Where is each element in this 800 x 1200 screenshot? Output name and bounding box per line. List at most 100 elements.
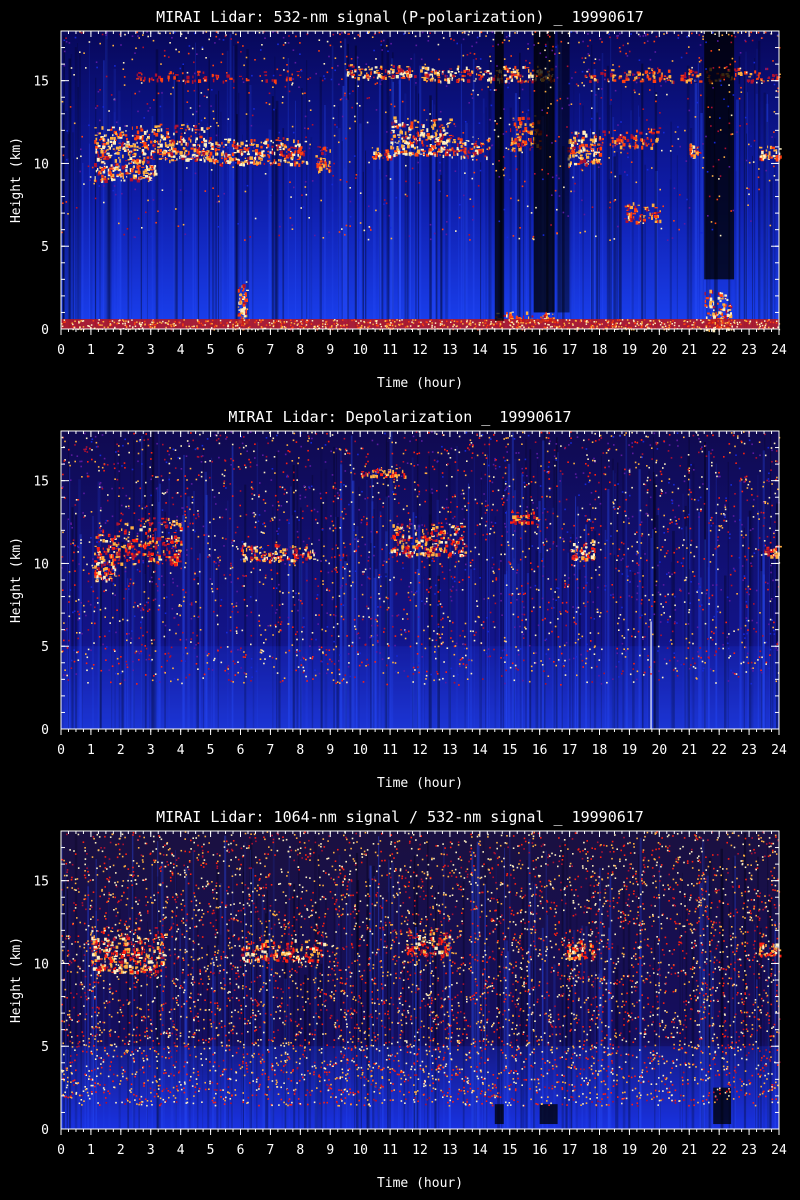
- x-tick-label: 9: [326, 743, 334, 758]
- feature-layer: [61, 926, 782, 1129]
- feature-cirrus: [759, 145, 782, 162]
- x-axis-label: Time (hour): [377, 776, 463, 791]
- x-tick-label: 16: [532, 343, 548, 358]
- feature-gap: [539, 1104, 558, 1125]
- feature-layer: [61, 467, 782, 729]
- x-tick-label: 7: [267, 743, 275, 758]
- x-tick-label: 24: [771, 743, 787, 758]
- x-tick-label: 23: [741, 343, 757, 358]
- x-tick-label: 22: [711, 743, 727, 758]
- feature-gap: [557, 31, 570, 313]
- feature-gap: [494, 31, 504, 321]
- y-tick-label: 10: [33, 157, 49, 172]
- feature-cirrus: [390, 116, 453, 158]
- x-tick-label: 4: [177, 743, 185, 758]
- x-tick-label: 17: [562, 1143, 578, 1158]
- y-axis-label: Height (km): [9, 137, 24, 223]
- x-tick-label: 12: [412, 1143, 428, 1158]
- y-tick-label: 15: [33, 475, 49, 490]
- feature-boundary_layer: [61, 319, 781, 331]
- x-tick-label: 3: [147, 1143, 155, 1158]
- x-tick-label: 4: [177, 343, 185, 358]
- x-tick-label: 13: [442, 343, 458, 358]
- x-tick-label: 15: [502, 743, 518, 758]
- x-tick-label: 1: [87, 343, 95, 358]
- x-tick-label: 6: [237, 343, 245, 358]
- x-tick-label: 13: [442, 743, 458, 758]
- feature-cirrus: [566, 939, 596, 961]
- x-tick-label: 0: [57, 343, 65, 358]
- x-tick-label: 5: [207, 343, 215, 358]
- y-tick-label: 10: [33, 557, 49, 572]
- feature-cirrus: [451, 136, 491, 161]
- x-axis: 0 1 2 3 4 5 6 7 8 9 10 11 12 13 14 15 16 17 18 19 20 21 22 23 24: [57, 31, 787, 358]
- feature-cirrus: [689, 143, 701, 159]
- panel-depolarization: MIRAI Lidar: Depolarization _ 19990617 0 1…: [0, 400, 800, 800]
- feature-cirrus: [94, 529, 118, 583]
- y-tick-label: 15: [33, 75, 49, 90]
- x-tick-label: 0: [57, 743, 65, 758]
- y-tick-label: 0: [41, 723, 49, 738]
- x-tick-label: 0: [57, 1143, 65, 1158]
- x-tick-label: 10: [352, 343, 368, 358]
- noise-speckle: [61, 31, 781, 241]
- x-tick-label: 13: [442, 1143, 458, 1158]
- x-tick-label: 8: [296, 1143, 304, 1158]
- y-tick-label: 0: [41, 1123, 49, 1138]
- chart-title: MIRAI Lidar: 532-nm signal (P-polarizati…: [156, 8, 644, 26]
- x-tick-label: 19: [622, 343, 638, 358]
- x-tick-label: 20: [652, 743, 668, 758]
- x-tick-label: 9: [326, 1143, 334, 1158]
- feature-cirrus: [758, 942, 782, 958]
- feature-haze: [61, 646, 779, 729]
- x-tick-label: 1: [87, 743, 95, 758]
- x-tick-label: 21: [681, 743, 697, 758]
- x-tick-label: 10: [352, 1143, 368, 1158]
- feature-cirrus: [599, 127, 662, 151]
- y-axis: 0 5 10 15: [33, 30, 779, 338]
- feature-cirrus: [237, 281, 249, 325]
- x-tick-label: 16: [532, 743, 548, 758]
- chart-svg: MIRAI Lidar: Depolarization _ 19990617 0 1…: [9, 408, 787, 791]
- x-tick-label: 20: [652, 343, 668, 358]
- y-tick-label: 10: [33, 957, 49, 972]
- x-tick-label: 18: [592, 743, 608, 758]
- x-axis: 0 1 2 3 4 5 6 7 8 9 10 11 12 13 14 15 16 17 18 19 20 21 22 23 24: [57, 831, 787, 1158]
- x-tick-label: 2: [117, 743, 125, 758]
- x-tick-label: 19: [622, 743, 638, 758]
- feature-cirrus: [240, 939, 327, 964]
- y-tick-label: 5: [41, 640, 49, 655]
- x-tick-label: 19: [622, 1143, 638, 1158]
- x-tick-label: 1: [87, 1143, 95, 1158]
- feature-cirrus: [211, 137, 309, 167]
- x-tick-label: 24: [771, 1143, 787, 1158]
- x-tick-label: 6: [237, 743, 245, 758]
- x-tick-label: 2: [117, 343, 125, 358]
- x-tick-label: 22: [711, 343, 727, 358]
- feature-gap: [533, 31, 555, 313]
- signal-streaks: [61, 431, 779, 729]
- x-tick-label: 17: [562, 743, 578, 758]
- y-axis-label: Height (km): [9, 537, 24, 623]
- feature-cirrus: [115, 517, 184, 567]
- x-tick-label: 14: [472, 343, 488, 358]
- x-tick-label: 23: [741, 1143, 757, 1158]
- x-axis: 0 1 2 3 4 5 6 7 8 9 10 11 12 13 14 15 16 17 18 19 20 21 22 23 24: [57, 431, 787, 758]
- x-axis-label: Time (hour): [377, 376, 463, 391]
- x-tick-label: 11: [382, 1143, 398, 1158]
- x-tick-label: 18: [592, 1143, 608, 1158]
- feature-gap: [494, 1104, 504, 1125]
- x-tick-label: 2: [117, 1143, 125, 1158]
- y-tick-label: 5: [41, 240, 49, 255]
- x-tick-label: 5: [207, 1143, 215, 1158]
- x-tick-label: 9: [326, 343, 334, 358]
- x-tick-label: 21: [681, 1143, 697, 1158]
- noise-speckle: [61, 831, 781, 1107]
- feature-cirrus: [156, 123, 214, 164]
- feature-cirrus: [510, 509, 541, 526]
- x-tick-label: 17: [562, 343, 578, 358]
- x-tick-label: 7: [267, 343, 275, 358]
- x-axis-label: Time (hour): [377, 1176, 463, 1191]
- feature-cirrus: [569, 539, 596, 562]
- feature-gap: [713, 1087, 732, 1125]
